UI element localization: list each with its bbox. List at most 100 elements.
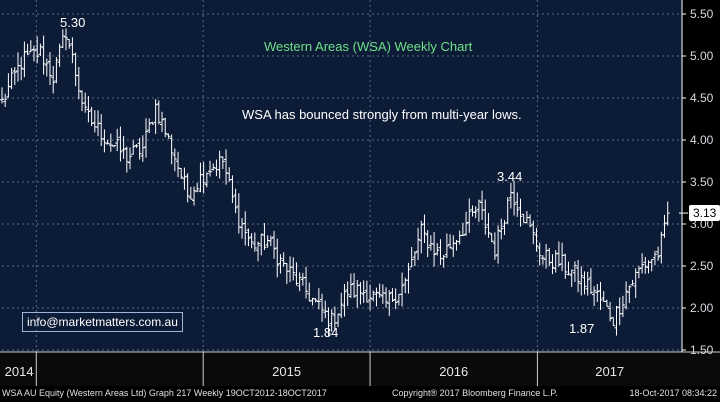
ohlc-bar <box>438 239 443 265</box>
ohlc-bar <box>291 257 296 281</box>
ohlc-bar <box>265 235 270 248</box>
ohlc-bar <box>32 45 37 62</box>
x-axis-band <box>0 352 720 386</box>
ohlc-bar <box>112 145 117 148</box>
ohlc-bar <box>480 190 485 221</box>
ohlc-bar <box>588 268 593 295</box>
ohlc-bar <box>572 261 577 282</box>
ohlc-bar <box>217 150 222 179</box>
ohlc-bar <box>630 279 635 286</box>
ohlc-bar <box>620 295 625 318</box>
ohlc-bar <box>144 118 149 158</box>
ohlc-bar <box>416 227 421 261</box>
ohlc-bar <box>518 198 523 227</box>
ohlc-bar <box>300 272 305 286</box>
ohlc-bar <box>102 129 107 153</box>
ohlc-bar <box>556 241 561 267</box>
footer-timestamp: 18-Oct-2017 08:34:22 <box>629 388 717 398</box>
ohlc-bar <box>569 269 574 287</box>
ohlc-bar <box>544 243 549 269</box>
ohlc-bar <box>656 246 661 261</box>
ohlc-bar <box>380 284 385 304</box>
ohlc-bar <box>44 58 49 77</box>
ohlc-bar <box>608 301 613 322</box>
ohlc-bar <box>499 218 504 240</box>
ohlc-bar <box>131 140 136 155</box>
y-tick-label: 1.50 <box>690 343 714 357</box>
ohlc-bar <box>220 156 225 169</box>
ohlc-bar <box>156 100 161 125</box>
ohlc-bar <box>259 233 264 256</box>
ohlc-bar <box>124 146 129 173</box>
ohlc-bar <box>86 96 91 123</box>
ohlc-bar <box>224 149 229 185</box>
ohlc-bar <box>604 299 609 307</box>
ohlc-bar <box>339 292 344 319</box>
trough-label-2017-low: 1.87 <box>569 321 595 336</box>
peak-label-2014-high: 5.30 <box>60 15 86 30</box>
ohlc-bar <box>390 288 395 302</box>
ohlc-bar <box>89 106 94 127</box>
ohlc-bar <box>435 243 440 256</box>
ohlc-bar <box>624 281 629 310</box>
ohlc-bar <box>662 214 667 238</box>
gridlines <box>2 0 682 352</box>
ohlc-bar <box>294 262 299 286</box>
ohlc-bar <box>35 36 40 64</box>
ohlc-bar <box>585 271 590 296</box>
ohlc-bar <box>374 287 379 307</box>
status-footer: WSA AU Equity (Western Areas Ltd) Graph … <box>0 386 720 402</box>
ohlc-bar <box>252 232 257 252</box>
ohlc-bar <box>278 254 283 274</box>
ohlc-bar <box>208 160 213 177</box>
y-tick-label: 4.50 <box>690 91 714 105</box>
ohlc-bar <box>281 252 286 267</box>
ohlc-bar <box>396 293 401 306</box>
ohlc-bar <box>419 220 424 254</box>
ohlc-bar <box>470 205 475 217</box>
ohlc-bar <box>211 163 216 171</box>
footer-copyright: Copyright® 2017 Bloomberg Finance L.P. <box>392 388 558 398</box>
ohlc-bar <box>467 198 472 233</box>
ohlc-bar <box>54 57 59 84</box>
ohlc-bar <box>384 287 389 308</box>
ohlc-bar <box>409 247 414 268</box>
ohlc-bar <box>195 183 200 193</box>
ohlc-bar <box>0 87 4 104</box>
ohlc-bar <box>652 250 657 266</box>
ohlc-bar <box>316 288 321 310</box>
ohlc-bar <box>566 261 571 276</box>
x-tick-label: 2017 <box>595 364 624 379</box>
ohlc-bar <box>179 168 184 180</box>
ohlc-bar <box>38 43 43 56</box>
footer-security-info: WSA AU Equity (Western Areas Ltd) Graph … <box>2 388 327 398</box>
chart-annotation: WSA has bounced strongly from multi-year… <box>242 107 522 122</box>
ohlc-bar <box>649 259 654 272</box>
ohlc-bar <box>521 213 526 224</box>
last-price-badge: 3.13 <box>689 205 720 221</box>
ohlc-bar <box>473 206 478 219</box>
price-chart: 2014 2015 2016 2017 1.502.002.503.003.504.0… <box>0 0 720 386</box>
ohlc-bar <box>288 256 293 283</box>
ohlc-bar <box>560 242 565 272</box>
contact-email-link[interactable]: info@marketmatters.com.au <box>22 312 183 332</box>
y-axis: 1.502.002.503.003.504.004.505.005.50 <box>679 0 714 357</box>
ohlc-bar <box>537 242 542 266</box>
ohlc-bar <box>192 186 197 206</box>
ohlc-bar <box>515 192 520 217</box>
ohlc-bar <box>358 282 363 305</box>
ohlc-bar <box>531 220 536 245</box>
ohlc-bar <box>256 241 261 262</box>
ohlc-bar <box>243 211 248 246</box>
ohlc-bar <box>508 182 513 209</box>
ohlc-bar <box>393 288 398 310</box>
ohlc-bar <box>108 133 113 152</box>
ohlc-bar <box>147 118 152 134</box>
ohlc-bar <box>550 254 555 275</box>
ohlc-bar <box>214 159 219 177</box>
ohlc-bar <box>64 28 69 51</box>
ohlc-bar <box>432 232 437 267</box>
y-tick-label: 5.50 <box>690 7 714 21</box>
trough-label-2015-low: 1.84 <box>313 325 339 340</box>
ohlc-bar <box>150 121 155 125</box>
